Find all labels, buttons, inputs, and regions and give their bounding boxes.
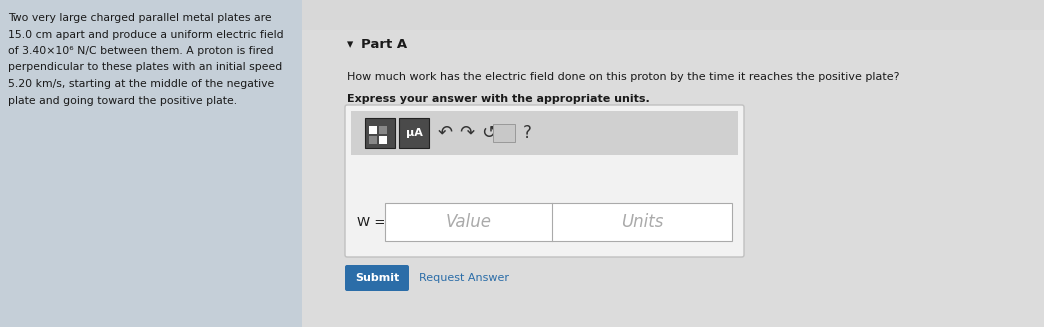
Bar [351,111,738,155]
Text: ▾: ▾ [347,38,353,51]
Text: 5.20 km/s, starting at the middle of the negative: 5.20 km/s, starting at the middle of the… [8,79,275,89]
Text: 15.0 cm apart and produce a uniform electric field: 15.0 cm apart and produce a uniform elec… [8,29,284,40]
Text: μA: μA [405,128,423,138]
Text: plate and going toward the positive plate.: plate and going toward the positive plat… [8,95,237,106]
FancyBboxPatch shape [345,265,409,291]
Text: Value: Value [446,213,492,231]
Text: W =: W = [357,215,385,229]
Text: Express your answer with the appropriate units.: Express your answer with the appropriate… [347,94,649,104]
FancyBboxPatch shape [345,105,744,257]
Text: of 3.40×10⁶ N/C between them. A proton is fired: of 3.40×10⁶ N/C between them. A proton i… [8,46,274,56]
Text: Submit: Submit [355,273,399,283]
Bar [379,136,387,144]
Bar [302,0,1044,30]
Text: ↺: ↺ [481,124,497,142]
Bar [399,118,429,148]
Bar [369,136,377,144]
Text: Two very large charged parallel metal plates are: Two very large charged parallel metal pl… [8,13,271,23]
Text: How much work has the electric field done on this proton by the time it reaches : How much work has the electric field don… [347,72,900,82]
Bar [0,0,302,327]
Text: ?: ? [523,124,531,142]
Text: Request Answer: Request Answer [419,273,509,283]
Bar [493,124,515,142]
Text: Units: Units [620,213,663,231]
Text: ↶: ↶ [437,124,452,142]
Text: perpendicular to these plates with an initial speed: perpendicular to these plates with an in… [8,62,282,73]
Bar [385,203,732,241]
Text: ↷: ↷ [459,124,475,142]
Bar [369,126,377,134]
Text: Part A: Part A [361,38,407,51]
Bar [379,126,387,134]
Bar [365,118,395,148]
